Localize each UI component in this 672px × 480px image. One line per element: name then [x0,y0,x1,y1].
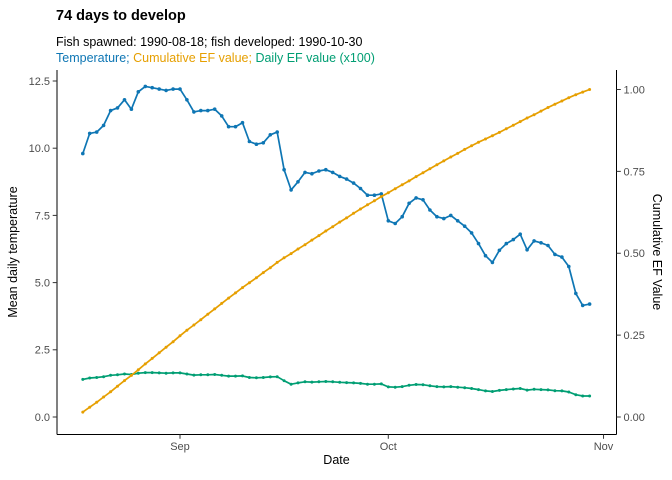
cumulative-ef-series [81,88,592,414]
x-axis-title: Date [323,453,349,467]
chart-subtitle: Fish spawned: 1990-08-18; fish developed… [56,35,363,49]
daily-ef-line [81,371,591,397]
y-axis-left: 0.0 2.5 5.0 7.5 10.0 12.5 [29,70,58,435]
y-tick-label: 7.5 [35,210,50,222]
y-tick-label: 2.5 [35,345,50,357]
daily-ef-series [81,371,592,398]
x-tick-label: Sep [170,441,190,453]
temperature-line [81,85,591,307]
y-tick-label: 1.00 [624,84,645,96]
y-tick-label: 0.75 [624,166,645,178]
legend-daily-label: Daily EF value (x100) [255,51,375,65]
x-tick-label: Nov [594,441,614,453]
legend-line: Temperature; Cumulative EF value; Daily … [56,51,375,65]
legend-cumulative-label: Cumulative EF value; [133,51,252,65]
y-tick-label: 10.0 [29,143,50,155]
y-axis-right-title: Cumulative EF Value [650,194,664,311]
temperature-points [81,84,592,308]
y-tick-label: 0.50 [624,248,645,260]
y-tick-label: 0.00 [624,412,645,424]
temperature-series [81,84,592,308]
y-tick-label: 0.25 [624,330,645,342]
y-axis-left-title: Mean daily temperature [6,186,20,317]
y-tick-label: 5.0 [35,278,50,290]
cumulative-ef-points [81,88,592,414]
y-tick-label: 12.5 [29,76,50,88]
x-axis: Sep Oct Nov [57,434,617,453]
y-axis-right: 0.00 0.25 0.50 0.75 1.00 [616,70,645,435]
daily-ef-points [81,371,592,398]
chart-title: 74 days to develop [56,8,186,24]
cumulative-ef-line [81,88,591,413]
y-tick-label: 0.0 [35,412,50,424]
x-tick-label: Oct [380,441,397,453]
legend-temperature-label: Temperature; [56,51,130,65]
